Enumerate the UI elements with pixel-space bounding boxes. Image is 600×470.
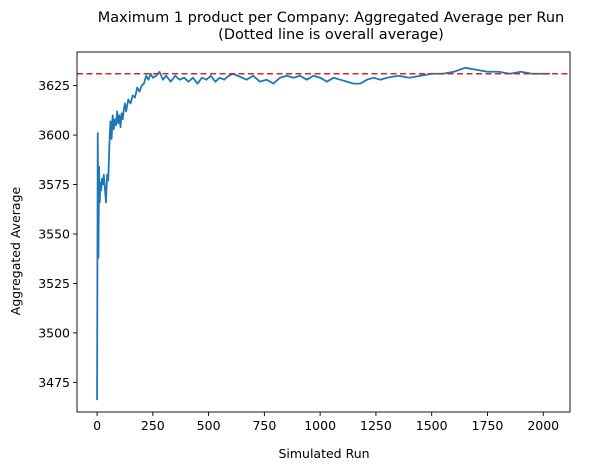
y-tick-label: 3475 bbox=[38, 375, 70, 390]
x-tick-label: 1500 bbox=[416, 418, 448, 433]
y-tick-label: 3500 bbox=[38, 325, 70, 340]
x-tick-label: 0 bbox=[93, 418, 101, 433]
x-tick-label: 1250 bbox=[360, 418, 392, 433]
chart-title: Maximum 1 product per Company: Aggregate… bbox=[98, 10, 564, 26]
x-tick-label: 500 bbox=[197, 418, 221, 433]
x-tick-label: 1000 bbox=[304, 418, 336, 433]
y-tick-label: 3525 bbox=[38, 276, 70, 291]
x-tick-label: 2000 bbox=[527, 418, 559, 433]
x-tick-label: 1750 bbox=[472, 418, 504, 433]
y-tick-label: 3575 bbox=[38, 177, 70, 192]
x-tick-label: 750 bbox=[252, 418, 276, 433]
x-axis-title: Simulated Run bbox=[278, 446, 369, 461]
plot-area-frame bbox=[76, 51, 571, 413]
chart-subtitle: (Dotted line is overall average) bbox=[218, 27, 444, 43]
y-axis-title: Aggregated Average bbox=[8, 186, 23, 315]
series-line bbox=[96, 66, 550, 401]
y-tick-label: 3625 bbox=[38, 78, 70, 93]
y-tick-label: 3600 bbox=[38, 128, 70, 143]
x-tick-label: 250 bbox=[141, 418, 165, 433]
y-tick-label: 3550 bbox=[38, 226, 70, 241]
